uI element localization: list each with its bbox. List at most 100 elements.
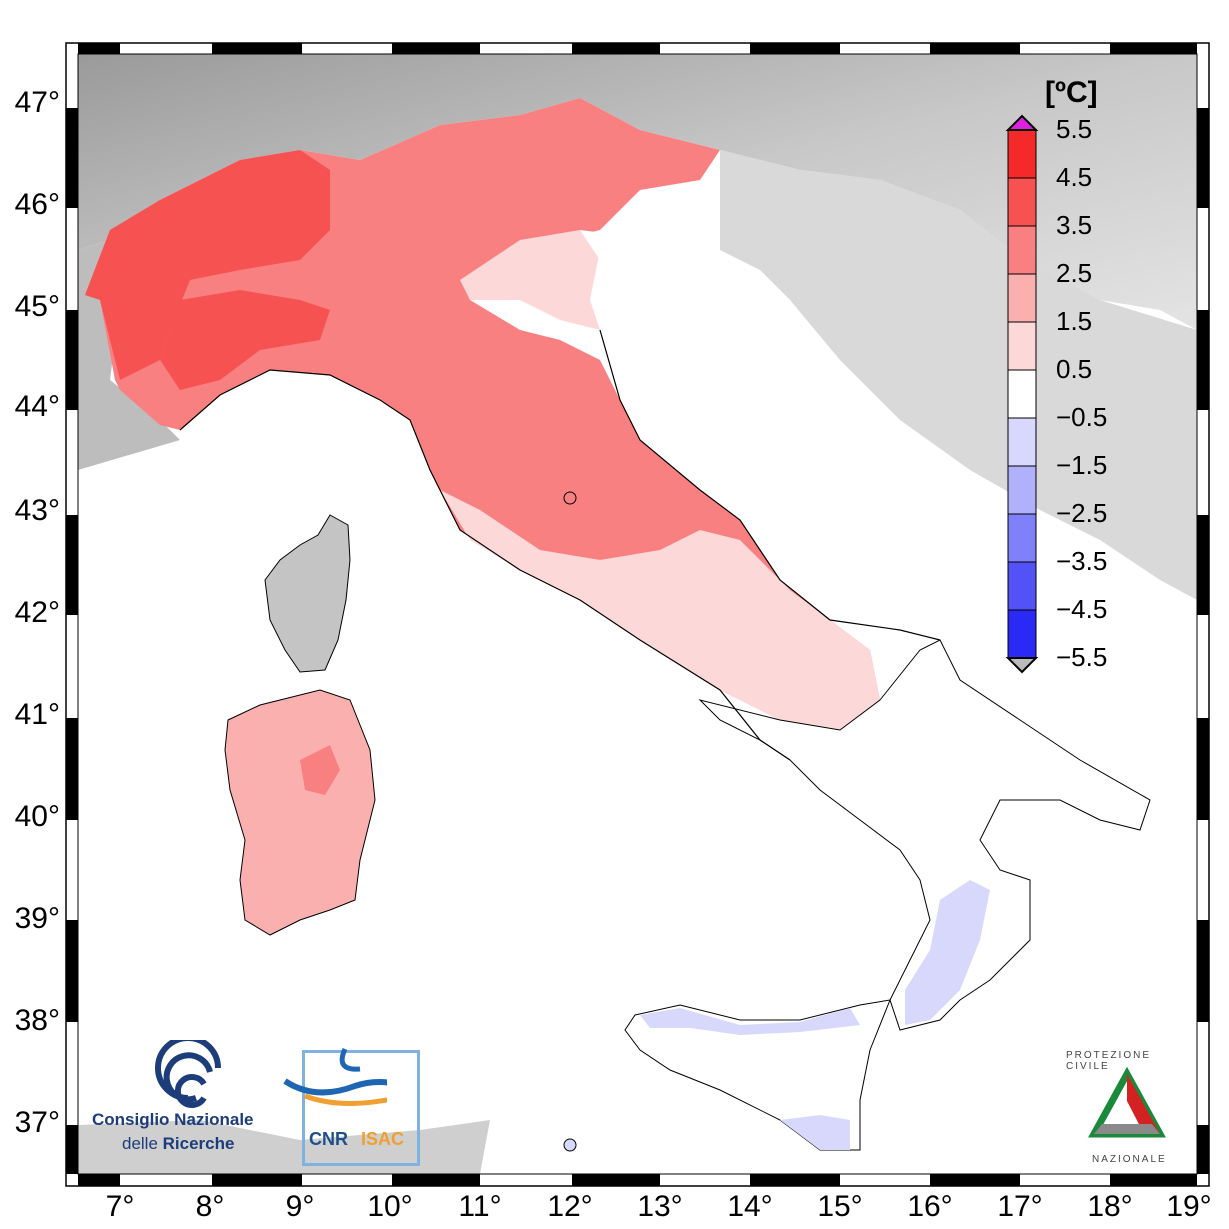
sardinia <box>224 689 376 936</box>
frame-tick-v <box>1197 1125 1209 1174</box>
cnr-line2: delle Ricerche <box>122 1134 234 1154</box>
frame-tick-v <box>66 108 78 208</box>
lat-tick-label: 44° <box>14 390 60 423</box>
colorbar-bin <box>1007 513 1037 563</box>
colorbar-unit: [ºC] <box>1045 76 1098 109</box>
isac-logo: CNR ISAC <box>283 1047 420 1166</box>
cnr-line2-a: delle <box>122 1134 163 1153</box>
frame-tick-h <box>392 43 480 54</box>
colorbar-tick-label: −2.5 <box>1056 498 1108 528</box>
frame-tick-h <box>930 1174 1020 1186</box>
frame-tick-h <box>1110 1174 1197 1186</box>
lon-tick-label: 10° <box>367 1190 413 1223</box>
colorbar-tick-label: 0.5 <box>1056 354 1093 384</box>
colorbar-tick-label: 5.5 <box>1056 114 1093 144</box>
colorbar-bin <box>1007 225 1037 275</box>
frame-tick-h <box>750 43 840 54</box>
colorbar-tick-label: −0.5 <box>1056 402 1108 432</box>
frame-tick-h <box>78 43 120 54</box>
colorbar-tick-label: −3.5 <box>1056 546 1108 576</box>
protezione-top-text: PROTEZIONE CIVILE <box>1066 1050 1152 1072</box>
lon-tick-label: 15° <box>817 1190 863 1223</box>
isac-text-isac: ISAC <box>361 1129 405 1149</box>
lat-tick-label: 42° <box>14 596 60 629</box>
colorbar-tick-label: −5.5 <box>1056 642 1108 672</box>
protezione-civile-logo: PROTEZIONE CIVILE NAZIONALE <box>1062 1046 1192 1176</box>
sardinia-center <box>300 745 340 795</box>
frame-tick-h <box>572 43 660 54</box>
frame-tick-v <box>1197 920 1209 1022</box>
colorbar-tick-label: −1.5 <box>1056 450 1108 480</box>
colorbar-bin <box>1007 417 1037 467</box>
lat-tick-label: 40° <box>14 800 60 833</box>
frame-tick-v <box>1197 108 1209 208</box>
lon-tick-label: 13° <box>637 1190 683 1223</box>
frame-tick-v <box>1197 718 1209 820</box>
italy-northwest-hot2 <box>160 290 330 390</box>
calabria-cool <box>905 880 990 1025</box>
veneto-light <box>460 230 600 330</box>
lat-tick-label: 41° <box>14 698 60 731</box>
colorbar-bin <box>1007 273 1037 323</box>
lon-tick-label: 8° <box>195 1190 225 1223</box>
colorbar-bin <box>1007 177 1037 227</box>
cnr-line2-b: Ricerche <box>162 1134 235 1153</box>
cnr-line1: Consiglio Nazionale <box>92 1110 254 1129</box>
isac-logo-icon <box>283 1047 387 1106</box>
colorbar-bin <box>1007 321 1037 371</box>
colorbar-bin <box>1007 561 1037 611</box>
lat-tick-label: 43° <box>14 494 60 527</box>
frame-tick-h <box>1110 43 1197 54</box>
frame-tick-v <box>66 920 78 1022</box>
lat-tick-label: 47° <box>14 86 60 119</box>
sicily <box>624 999 891 1151</box>
frame-tick-h <box>212 43 302 54</box>
colorbar-bin <box>1007 129 1037 179</box>
frame-tick-h <box>930 43 1020 54</box>
lon-tick-label: 16° <box>907 1190 953 1223</box>
lon-tick-label: 14° <box>727 1190 773 1223</box>
italy-coastline <box>179 329 941 761</box>
frame-tick-v <box>66 718 78 820</box>
colorbar-bin <box>1007 609 1037 659</box>
colorbar-bin <box>1007 465 1037 515</box>
central-light <box>440 490 880 730</box>
frame-tick-h <box>392 1174 480 1186</box>
colorbar-tick-label: 2.5 <box>1056 258 1093 288</box>
sicily-cool-north <box>640 1008 860 1035</box>
lon-tick-label: 7° <box>105 1190 135 1223</box>
frame-tick-h <box>78 1174 120 1186</box>
protezione-bottom-text: NAZIONALE <box>1092 1154 1167 1165</box>
terrain-africa <box>78 1120 490 1174</box>
italy-northwest-hot <box>85 150 330 380</box>
frame-checker <box>66 43 1209 1186</box>
lat-tick-label: 38° <box>14 1004 60 1037</box>
lon-tick-label: 12° <box>547 1190 593 1223</box>
colorbar-under-triangle <box>1005 657 1039 674</box>
corsica <box>264 514 351 673</box>
lon-tick-label: 11° <box>458 1190 502 1223</box>
terrain-north <box>78 54 1197 330</box>
colorbar-tick-label: 1.5 <box>1056 306 1093 336</box>
lat-tick-label: 45° <box>14 290 60 323</box>
frame-tick-v <box>66 1125 78 1174</box>
lon-tick-label: 18° <box>1087 1190 1133 1223</box>
frame-tick-h <box>212 1174 302 1186</box>
terrain-balkans <box>720 150 1197 600</box>
frame-tick-v <box>1197 515 1209 615</box>
frame-tick-v <box>66 515 78 615</box>
cnr-logo: Consiglio Nazionale delle Ricerche <box>92 1035 292 1160</box>
frame-tick-h <box>572 1174 660 1186</box>
lake-trasimeno <box>563 491 577 505</box>
colorbar-tick-label: 4.5 <box>1056 162 1093 192</box>
frame-tick-h <box>750 1174 840 1186</box>
colorbar-over-triangle <box>1005 114 1039 131</box>
lon-tick-label: 9° <box>285 1190 315 1223</box>
frame-tick-v <box>1197 310 1209 410</box>
lagoon-white <box>580 230 720 270</box>
colorbar-tick-label: 3.5 <box>1056 210 1093 240</box>
isac-text-cnr: CNR <box>309 1129 348 1149</box>
protezione-civile-emblem <box>1088 1066 1166 1138</box>
cnr-logo-icon <box>155 1035 221 1108</box>
